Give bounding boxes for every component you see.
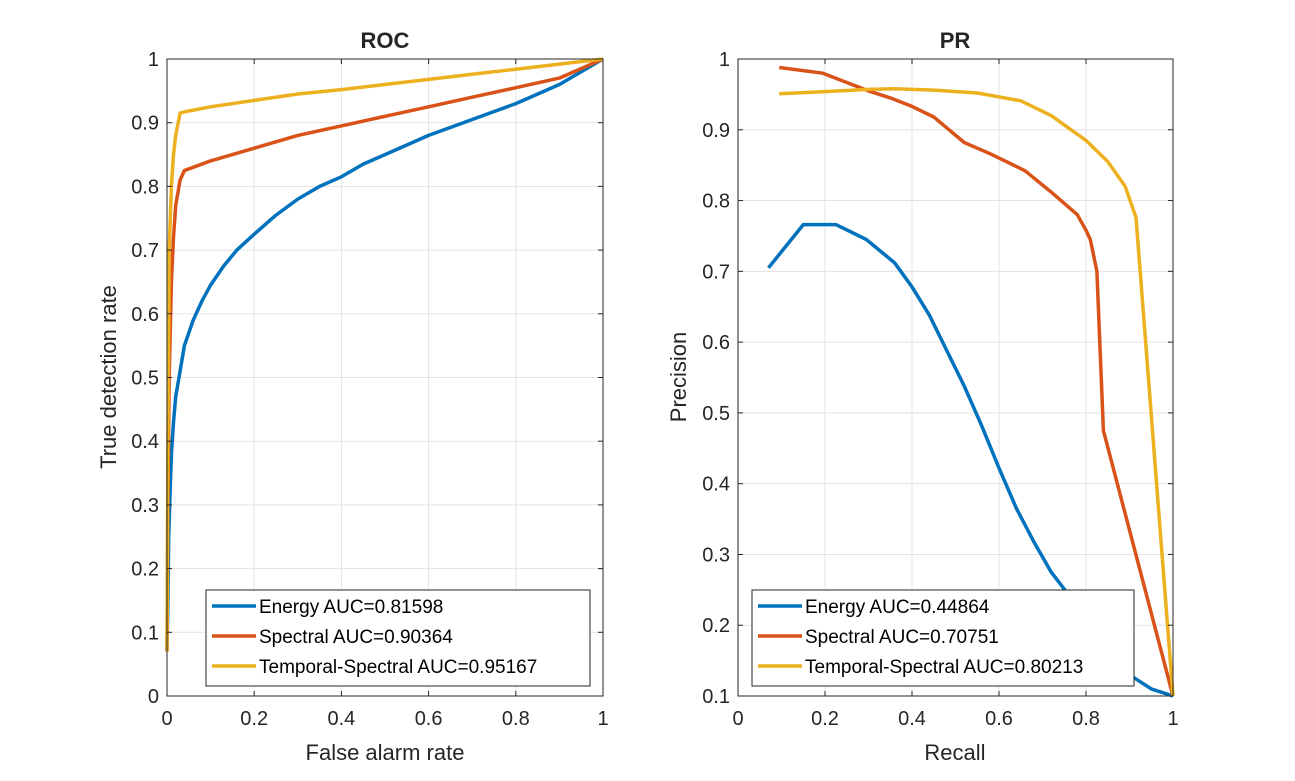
roc-y-tick-label: 0 [148,686,159,708]
pr-legend-temporal-spectral: Temporal-Spectral AUC=0.80213 [805,657,1083,678]
roc-legend-spectral: Spectral AUC=0.90364 [259,627,453,648]
pr-title: PR [940,28,971,53]
pr-line-temporal-spectral [779,86,1175,697]
pr-x-tick-label: 0.8 [1072,708,1100,730]
roc-x-tick-label: 0.2 [240,708,268,730]
pr-x-tick-label: 1 [1167,708,1178,730]
pr-y-tick-label: 0.5 [702,403,730,425]
pr-plot: 0 0.2 0.4 0.6 0.8 1 0.1 0.2 0.3 0.4 0.5 0.6 0.7 0.8 0.… [666,28,1179,765]
roc-legend: Energy AUC=0.81598 Spectral AUC=0.90364 … [205,589,591,687]
roc-x-axis-label: False alarm rate [306,740,465,765]
pr-x-tick-label: 0 [732,708,743,730]
pr-y-tick-label: 0.9 [702,120,730,142]
pr-y-tick-label: 0.7 [702,261,730,283]
pr-y-tick-label: 0.2 [702,615,730,637]
roc-y-tick-label: 0.1 [131,622,159,644]
pr-x-axis-label: Recall [924,740,985,765]
pr-y-tick-label: 1 [719,49,730,71]
roc-y-axis-label: True detection rate [96,285,121,469]
roc-plot: 0 0.2 0.4 0.6 0.8 1 0 0.1 0.2 0.3 0.4 0.5 0.6 0.7 0.8 0… [96,28,609,765]
roc-y-tick-label: 0.2 [131,559,159,581]
pr-y-axis-label: Precision [666,332,691,422]
pr-x-tick-label: 0.4 [898,708,926,730]
pr-axes-box [737,58,1174,697]
roc-y-tick-label: 0.3 [131,495,159,517]
pr-legend-energy: Energy AUC=0.44864 [805,597,990,618]
pr-legend: Energy AUC=0.44864 Spectral AUC=0.70751 … [751,589,1135,687]
pr-legend-spectral: Spectral AUC=0.70751 [805,627,999,648]
roc-x-tick-label: 0.6 [415,708,443,730]
roc-title: ROC [361,28,410,53]
roc-y-tick-label: 0.6 [131,304,159,326]
roc-y-tick-label: 0.8 [131,176,159,198]
pr-legend-box [751,589,1135,687]
pr-y-tick-label: 0.4 [702,474,730,496]
roc-y-tick-label: 1 [148,49,159,71]
pr-y-tick-label: 0.8 [702,191,730,213]
pr-x-tick-label: 0.2 [811,708,839,730]
pr-y-tick-label: 0.3 [702,544,730,566]
pr-line-spectral [779,65,1175,697]
pr-y-tick-label: 0.6 [702,332,730,354]
roc-x-tick-label: 1 [597,708,608,730]
roc-legend-box [205,589,591,687]
pr-ticks: 0 0.2 0.4 0.6 0.8 1 0.1 0.2 0.3 0.4 0.5 0.6 0.7 0.8 0.… [702,49,1178,730]
roc-legend-temporal-spectral: Temporal-Spectral AUC=0.95167 [259,657,537,678]
roc-y-tick-label: 0.9 [131,113,159,135]
roc-y-tick-label: 0.5 [131,368,159,390]
roc-line-energy [165,57,604,652]
roc-line-temporal-spectral [165,57,604,652]
roc-ticks: 0 0.2 0.4 0.6 0.8 1 0 0.1 0.2 0.3 0.4 0.5 0.6 0.7 0.8 0… [131,49,608,730]
roc-x-tick-label: 0 [161,708,172,730]
roc-x-tick-label: 0.4 [327,708,355,730]
roc-y-tick-label: 0.4 [131,431,159,453]
roc-legend-energy: Energy AUC=0.81598 [259,597,443,618]
roc-x-tick-label: 0.8 [502,708,530,730]
roc-series [165,57,604,652]
pr-x-tick-label: 0.6 [985,708,1013,730]
pr-y-tick-label: 0.1 [702,686,730,708]
roc-y-tick-label: 0.7 [131,240,159,262]
roc-line-spectral [165,57,604,652]
